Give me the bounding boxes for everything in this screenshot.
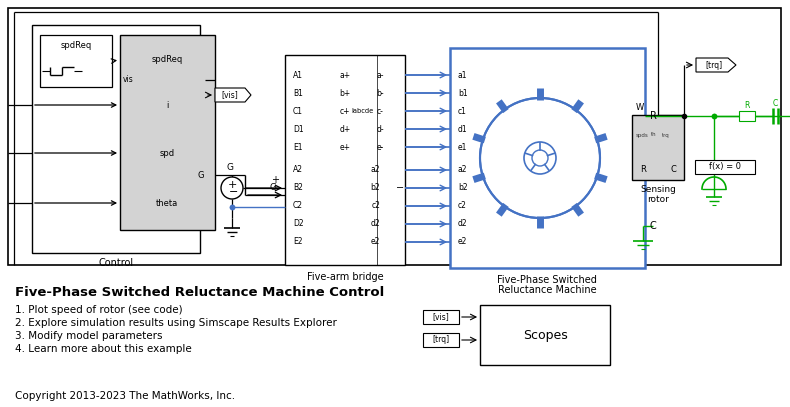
Text: C: C	[670, 166, 676, 175]
Text: [trq]: [trq]	[705, 61, 723, 70]
Text: [vis]: [vis]	[433, 313, 450, 322]
Text: e-: e-	[376, 142, 384, 151]
Text: a2: a2	[371, 166, 380, 175]
Text: e+: e+	[340, 142, 351, 151]
Text: rotor: rotor	[647, 195, 669, 204]
Text: d1: d1	[458, 125, 468, 133]
Bar	[423, 333, 459, 347]
Text: [vis]: [vis]	[222, 90, 239, 99]
Text: b1: b1	[458, 88, 468, 98]
Text: c+: c+	[340, 107, 350, 116]
Bar	[739, 111, 755, 121]
Bar	[120, 35, 215, 230]
Bar	[450, 48, 645, 268]
Text: spdReq: spdReq	[60, 41, 92, 50]
Text: B2: B2	[293, 184, 303, 193]
Text: a2: a2	[458, 166, 468, 175]
Text: +: +	[271, 175, 279, 185]
Text: 4. Learn more about this example: 4. Learn more about this example	[15, 344, 192, 354]
Text: +: +	[228, 180, 237, 190]
Circle shape	[221, 177, 243, 199]
Bar	[8, 8, 781, 265]
Text: a1: a1	[458, 70, 468, 79]
Text: trq: trq	[662, 133, 670, 138]
Text: G: G	[227, 162, 234, 171]
Text: d2: d2	[458, 219, 468, 228]
Text: A2: A2	[293, 166, 303, 175]
Text: d-: d-	[376, 125, 384, 133]
Text: b-: b-	[376, 88, 384, 98]
Text: Scopes: Scopes	[523, 328, 567, 341]
Text: spd: spd	[160, 149, 175, 158]
Text: b2: b2	[371, 184, 380, 193]
Text: D1: D1	[293, 125, 303, 133]
Text: Five-Phase Switched Reluctance Machine Control: Five-Phase Switched Reluctance Machine C…	[15, 285, 384, 298]
Text: labcde: labcde	[351, 108, 373, 114]
Text: c2: c2	[371, 201, 380, 210]
Text: −: −	[396, 183, 404, 193]
Text: R: R	[649, 111, 656, 121]
Bar	[40, 35, 112, 87]
Text: c2: c2	[458, 201, 467, 210]
Text: i: i	[166, 101, 168, 109]
Text: Reluctance Machine: Reluctance Machine	[498, 285, 596, 295]
Text: C: C	[773, 99, 777, 109]
Text: a-: a-	[376, 70, 384, 79]
Bar	[480, 305, 610, 365]
Text: Five-Phase Switched: Five-Phase Switched	[497, 275, 597, 285]
Text: G: G	[269, 182, 276, 192]
Text: B1: B1	[293, 88, 303, 98]
Text: 3. Modify model parameters: 3. Modify model parameters	[15, 331, 163, 341]
Text: e2: e2	[371, 238, 380, 247]
Text: C1: C1	[293, 107, 303, 116]
Text: Control: Control	[99, 258, 134, 268]
Bar	[285, 55, 405, 265]
Text: f(x) = 0: f(x) = 0	[709, 162, 741, 171]
Text: Five-arm bridge: Five-arm bridge	[307, 272, 383, 282]
Text: theta: theta	[156, 199, 178, 208]
Text: b2: b2	[458, 184, 468, 193]
Text: Sensing: Sensing	[640, 186, 676, 195]
Text: R: R	[744, 101, 750, 110]
Text: W: W	[636, 103, 644, 112]
Text: b+: b+	[340, 88, 351, 98]
Bar	[695, 160, 755, 174]
Text: [trq]: [trq]	[432, 335, 450, 344]
Text: Copyright 2013-2023 The MathWorks, Inc.: Copyright 2013-2023 The MathWorks, Inc.	[15, 391, 235, 401]
Text: vis: vis	[123, 76, 134, 85]
Text: 2. Explore simulation results using Simscape Results Explorer: 2. Explore simulation results using Sims…	[15, 318, 337, 328]
Text: D2: D2	[293, 219, 303, 228]
Polygon shape	[696, 58, 736, 72]
Text: E2: E2	[293, 238, 303, 247]
Bar	[632, 115, 684, 180]
Circle shape	[532, 150, 548, 166]
Circle shape	[480, 98, 600, 218]
Text: d2: d2	[371, 219, 380, 228]
Text: spdReq: spdReq	[152, 55, 182, 64]
Text: c-: c-	[377, 107, 383, 116]
Text: −: −	[229, 187, 239, 197]
Text: a+: a+	[340, 70, 351, 79]
Text: C2: C2	[293, 201, 303, 210]
Text: c1: c1	[458, 107, 467, 116]
Bar	[32, 25, 200, 253]
Text: A1: A1	[293, 70, 303, 79]
Text: spds: spds	[636, 133, 649, 138]
Text: d+: d+	[340, 125, 351, 133]
Text: e1: e1	[458, 142, 468, 151]
Text: R: R	[640, 166, 646, 175]
Text: e2: e2	[458, 238, 468, 247]
Circle shape	[524, 142, 556, 174]
Bar	[423, 310, 459, 324]
Polygon shape	[215, 88, 251, 102]
Text: C: C	[649, 221, 656, 231]
Text: G: G	[198, 171, 205, 179]
Text: 1. Plot speed of rotor (see code): 1. Plot speed of rotor (see code)	[15, 305, 182, 315]
Text: th: th	[651, 133, 656, 138]
Text: E1: E1	[293, 142, 303, 151]
